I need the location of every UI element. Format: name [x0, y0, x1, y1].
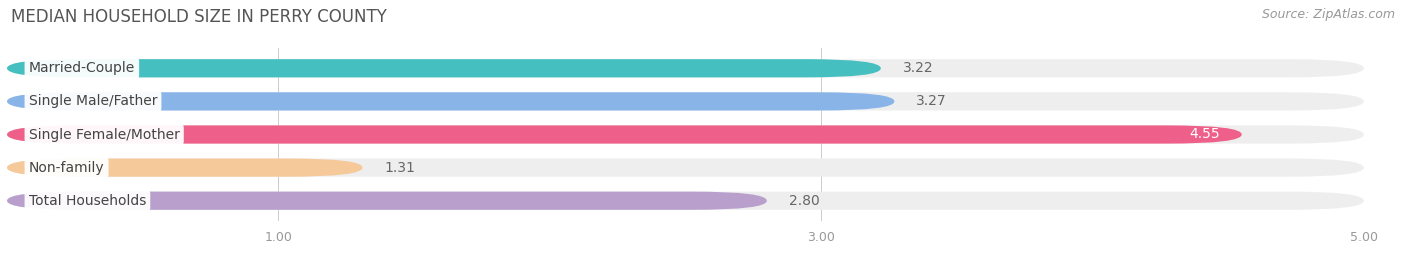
FancyBboxPatch shape [7, 59, 1364, 77]
FancyBboxPatch shape [7, 125, 1364, 144]
FancyBboxPatch shape [7, 59, 880, 77]
FancyBboxPatch shape [7, 158, 363, 177]
FancyBboxPatch shape [7, 192, 1364, 210]
Text: Total Households: Total Households [28, 194, 146, 208]
Text: 1.31: 1.31 [384, 161, 415, 175]
Text: Single Female/Mother: Single Female/Mother [28, 128, 180, 141]
Text: Married-Couple: Married-Couple [28, 61, 135, 75]
Text: 2.80: 2.80 [789, 194, 820, 208]
FancyBboxPatch shape [7, 92, 894, 111]
FancyBboxPatch shape [7, 125, 1241, 144]
FancyBboxPatch shape [7, 192, 766, 210]
FancyBboxPatch shape [7, 158, 1364, 177]
FancyBboxPatch shape [7, 92, 1364, 111]
Text: Source: ZipAtlas.com: Source: ZipAtlas.com [1261, 8, 1395, 21]
Text: 3.22: 3.22 [903, 61, 934, 75]
Text: Single Male/Father: Single Male/Father [28, 94, 157, 108]
Text: 4.55: 4.55 [1189, 128, 1220, 141]
Text: 3.27: 3.27 [917, 94, 946, 108]
Text: MEDIAN HOUSEHOLD SIZE IN PERRY COUNTY: MEDIAN HOUSEHOLD SIZE IN PERRY COUNTY [11, 8, 387, 26]
Text: Non-family: Non-family [28, 161, 104, 175]
